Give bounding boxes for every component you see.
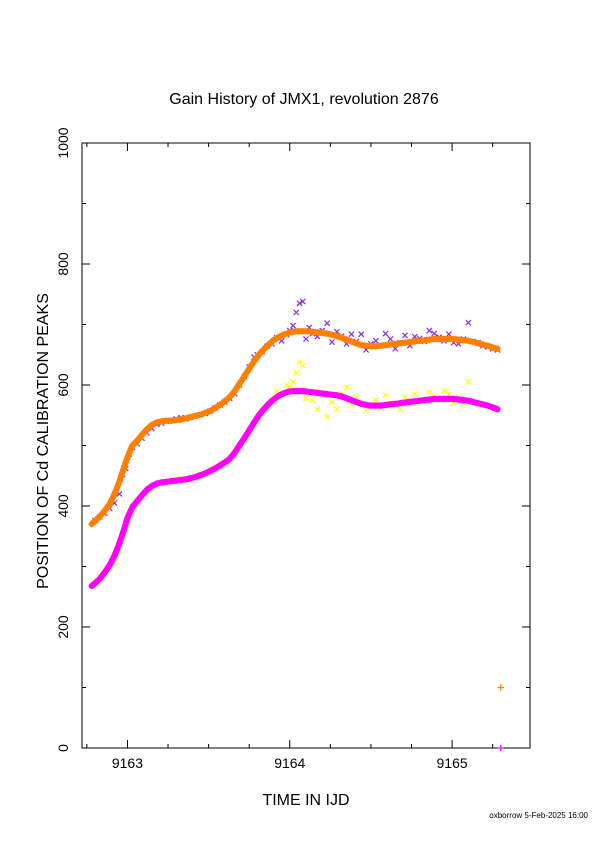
data-point-x [358,331,365,338]
y-tick-label: 200 [55,615,71,639]
data-point-x [333,406,340,413]
data-point-x [299,362,306,369]
data-point-x [302,335,310,343]
data-point-x [343,384,350,391]
data-point-plus [497,744,504,752]
data-point-x [445,331,452,338]
data-point-x [401,332,409,339]
data-point-x [299,298,306,305]
data-point-x [293,369,300,376]
data-point-x [296,300,303,307]
y-tick-label: 0 [55,744,71,752]
data-point-x [348,331,355,338]
data-point-x [314,406,321,413]
data-point-x [372,337,379,344]
data-point-plus [497,684,504,691]
data-point-x [382,392,389,399]
data-point-x [293,309,300,316]
data-point-x [397,406,404,413]
data-point-x [426,327,433,334]
data-point-x [465,378,472,385]
series-2 [88,327,504,691]
data-point-x [363,407,370,414]
axes: 0 200 400 600 800 1000 9163 9164 9165 [55,127,530,771]
y-tick-label: 1000 [55,127,71,158]
y-axis-label: POSITION OF Cd CALIBRATION PEAKS [35,293,52,589]
fit-curve [88,328,501,528]
data-point-x [382,330,389,337]
y-tick-label: 800 [55,252,71,276]
plot-frame [81,142,531,749]
data-point-x [445,391,452,398]
x-tick-label: 9164 [274,755,305,771]
data-point-x [372,397,379,404]
series-layer [88,298,504,752]
x-tick-label: 9163 [112,755,143,771]
x-tick-label: 9165 [437,755,468,771]
data-point-x [328,398,335,405]
data-point-x [440,388,447,395]
y-tick-label: 400 [55,494,71,518]
data-point-x [324,320,331,327]
data-point-x [401,394,409,401]
data-point-x [302,395,310,402]
data-point-x [309,397,316,404]
footer-credit: oxborrow 5-Feb-2025 16:00 [489,811,588,820]
chart-title: Gain History of JMX1, revolution 2876 [169,91,439,108]
data-point-x [289,378,297,385]
x-axis-label: TIME IN IJD [262,792,349,809]
series-3 [88,387,504,752]
data-point-x [289,322,297,329]
data-point-x [328,339,335,346]
data-point-x [387,335,394,343]
data-point-x [426,389,433,396]
data-point-x [465,319,472,326]
data-point-x [431,330,438,337]
fit-curve [88,388,501,589]
data-point-x [324,413,331,420]
data-point-x [411,391,418,398]
y-tick-label: 600 [55,373,71,397]
